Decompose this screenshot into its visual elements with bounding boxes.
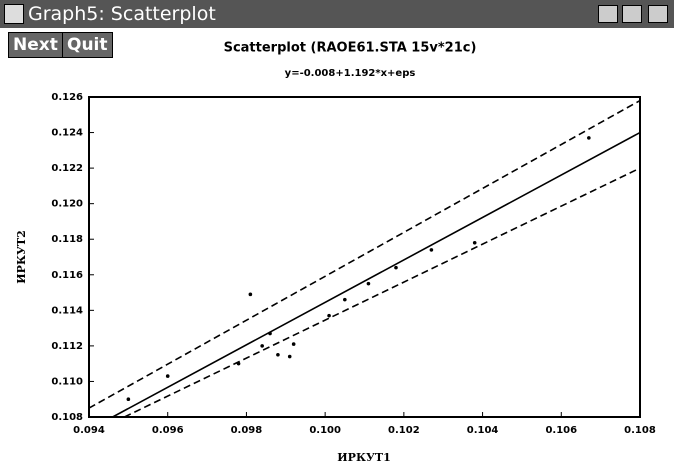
point [327,313,331,318]
x-tick-label: 0.094 [73,425,105,436]
x-tick-label: 0.104 [467,425,499,436]
confidence-line [88,99,641,409]
point [343,297,347,302]
point [394,265,398,270]
chart-title: Scatterplot (RAOE61.STA 15v*21c) [224,41,477,56]
plot-frame [88,96,641,418]
point [248,292,253,297]
y-tick-label: 0.112 [51,341,83,352]
point [429,248,434,252]
close-button[interactable] [648,5,668,23]
chart-subtitle: y=-0.008+1.192*x+eps [285,68,416,79]
window-icon [4,4,24,24]
point [287,354,292,359]
y-tick-label: 0.110 [51,376,83,387]
next-button[interactable]: Next [8,32,63,58]
title-bar: Graph5: Scatterplot [0,0,674,28]
x-tick-label: 0.106 [545,425,577,436]
y-axis-label: ИРКУТ2 [15,230,28,283]
point [126,397,131,402]
point [165,374,170,378]
y-tick-label: 0.120 [51,199,83,210]
point [291,342,296,346]
y-tick-label: 0.116 [51,270,83,281]
x-axis-label: ИРКУТ1 [337,451,390,464]
confidence-line [124,167,641,418]
x-tick-label: 0.108 [624,425,656,436]
x-tick-label: 0.096 [152,425,184,436]
y-tick-label: 0.126 [51,92,83,103]
x-tick-label: 0.098 [231,425,263,436]
x-tick-label: 0.100 [309,425,341,436]
point [587,136,591,140]
point [366,281,371,286]
quit-button[interactable]: Quit [62,32,113,58]
point [268,331,272,336]
y-tick-label: 0.114 [51,305,83,316]
point [236,361,241,366]
y-tick-label: 0.124 [51,128,83,139]
window-title: Graph5: Scatterplot [28,3,216,25]
point [260,344,264,348]
point [472,240,477,245]
point [276,352,280,357]
y-tick-label: 0.118 [51,234,83,245]
regression-line [112,131,641,418]
y-tick-label: 0.108 [51,412,83,423]
y-tick-label: 0.122 [51,163,83,174]
minimize-button[interactable] [598,5,618,23]
maximize-button[interactable] [622,5,642,23]
x-tick-label: 0.102 [388,425,420,436]
